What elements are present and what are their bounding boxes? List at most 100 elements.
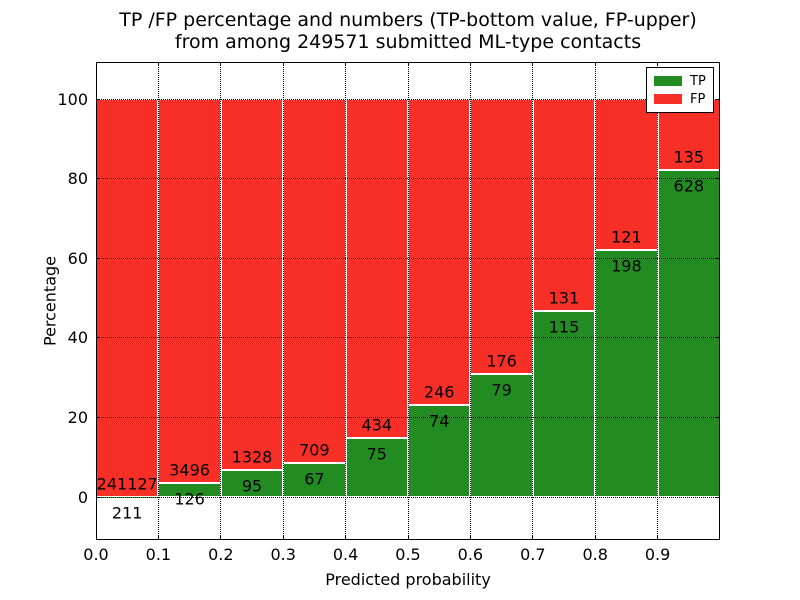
- y-tick-label: 40: [67, 328, 88, 348]
- bar-segment-fp: [158, 99, 221, 484]
- x-tick-label: 0.7: [520, 545, 546, 564]
- x-tick-mark: [220, 62, 222, 66]
- y-tick-mark: [716, 257, 720, 259]
- fp-count-label: 121: [611, 227, 642, 247]
- bar-segment-fp: [408, 99, 471, 406]
- tp-count-label: 198: [611, 256, 642, 276]
- gridline-horizontal: [96, 337, 720, 339]
- legend-label-fp: FP: [690, 91, 706, 107]
- x-tick-label: 0.2: [208, 545, 234, 564]
- bar-segment-fp: [96, 99, 159, 497]
- x-tick-mark: [657, 536, 659, 540]
- gridline-vertical: [220, 62, 222, 540]
- y-tick-label: 20: [67, 407, 88, 427]
- legend-item-tp: TP: [654, 74, 713, 88]
- bar-segment-tp: [408, 405, 471, 497]
- legend-swatch-tp-icon: [654, 76, 682, 86]
- x-tick-mark: [657, 62, 659, 66]
- x-tick-label: 0.6: [457, 545, 484, 564]
- gridline-vertical: [282, 62, 284, 540]
- y-tick-mark: [716, 98, 720, 100]
- y-tick-mark: [96, 98, 100, 100]
- fp-count-label: 3496: [169, 460, 210, 480]
- y-tick-label: 0: [77, 487, 88, 507]
- fp-count-label: 246: [423, 382, 455, 402]
- x-tick-mark: [345, 536, 347, 540]
- gridline-vertical: [345, 62, 347, 540]
- x-tick-mark: [345, 62, 347, 66]
- x-tick-mark: [594, 62, 596, 66]
- y-tick-mark: [716, 337, 720, 339]
- x-tick-mark: [532, 536, 534, 540]
- y-tick-mark: [716, 496, 720, 498]
- y-tick-mark: [96, 178, 100, 180]
- chart-title: TP /FP percentage and numbers (TP-bottom…: [96, 9, 720, 53]
- x-tick-mark: [220, 536, 222, 540]
- x-tick-mark: [469, 536, 471, 540]
- y-tick-label: 60: [67, 248, 88, 268]
- tp-count-label: 95: [241, 476, 263, 496]
- x-tick-label: 0.4: [332, 545, 359, 564]
- gridline-vertical: [657, 62, 659, 540]
- bar-segment-tp: [345, 438, 408, 497]
- y-tick-mark: [716, 416, 720, 418]
- gridline-horizontal: [96, 178, 720, 180]
- chart-title-line1: TP /FP percentage and numbers (TP-bottom…: [119, 9, 697, 31]
- y-tick-label: 80: [67, 169, 88, 189]
- x-tick-label: 0.0: [83, 545, 109, 564]
- bar-segment-tp: [470, 373, 533, 497]
- gridline-horizontal: [96, 98, 720, 100]
- bar-segment-tp: [657, 169, 720, 497]
- x-tick-label: 0.9: [644, 545, 671, 564]
- tp-count-label: 74: [429, 411, 450, 431]
- x-tick-mark: [407, 62, 409, 66]
- gridline-horizontal: [96, 416, 720, 418]
- bar-segment-tp: [283, 462, 346, 497]
- x-tick-mark: [157, 536, 159, 540]
- fp-count-label: 176: [486, 351, 517, 371]
- fp-count-label: 131: [548, 288, 580, 308]
- fp-count-label: 1328: [231, 447, 273, 467]
- x-tick-mark: [95, 62, 97, 66]
- tp-count-label: 79: [491, 380, 512, 400]
- x-tick-mark: [95, 536, 97, 540]
- fp-count-label: 135: [673, 147, 705, 167]
- plot-area: 241127 211 3496 126 1328 95 709 67 434 75 246 74 176…: [95, 62, 720, 540]
- x-tick-mark: [594, 536, 596, 540]
- x-tick-mark: [532, 62, 534, 66]
- gridline-vertical: [532, 62, 534, 540]
- tp-count-label: 115: [548, 317, 580, 337]
- bar-segment-tp: [532, 311, 596, 497]
- bar-segment-fp: [532, 99, 596, 312]
- tp-count-label: 211: [111, 503, 143, 523]
- legend-swatch-fp-icon: [654, 94, 682, 104]
- gridline-horizontal: [96, 257, 720, 259]
- legend-label-tp: TP: [690, 73, 706, 89]
- bar-segment-tp: [158, 483, 221, 497]
- tp-count-label: 75: [366, 444, 387, 464]
- gridline-vertical: [469, 62, 471, 540]
- gridline-vertical: [407, 62, 409, 540]
- gridline-vertical: [594, 62, 596, 540]
- x-tick-mark: [469, 62, 471, 66]
- tp-count-label: 628: [673, 176, 705, 196]
- y-tick-mark: [96, 257, 100, 259]
- bar-segment-fp: [220, 99, 284, 471]
- gridline-vertical: [157, 62, 159, 540]
- x-tick-label: 0.3: [270, 545, 296, 564]
- bar-segment-tp: [220, 470, 284, 497]
- tp-count-label: 67: [304, 469, 325, 489]
- x-tick-label: 0.8: [582, 545, 608, 564]
- legend: TP FP: [646, 67, 714, 113]
- x-tick-mark: [407, 536, 409, 540]
- bar-segment-fp: [345, 99, 408, 439]
- chart-title-line2: from among 249571 submitted ML-type cont…: [174, 31, 642, 53]
- x-tick-mark: [282, 536, 284, 540]
- bar-segment-fp: [595, 99, 658, 251]
- fp-count-label: 709: [299, 440, 330, 460]
- gridline-horizontal: [96, 496, 720, 498]
- bar-segment-fp: [283, 99, 346, 463]
- tp-count-label: 126: [174, 489, 205, 509]
- legend-item-fp: FP: [654, 92, 713, 106]
